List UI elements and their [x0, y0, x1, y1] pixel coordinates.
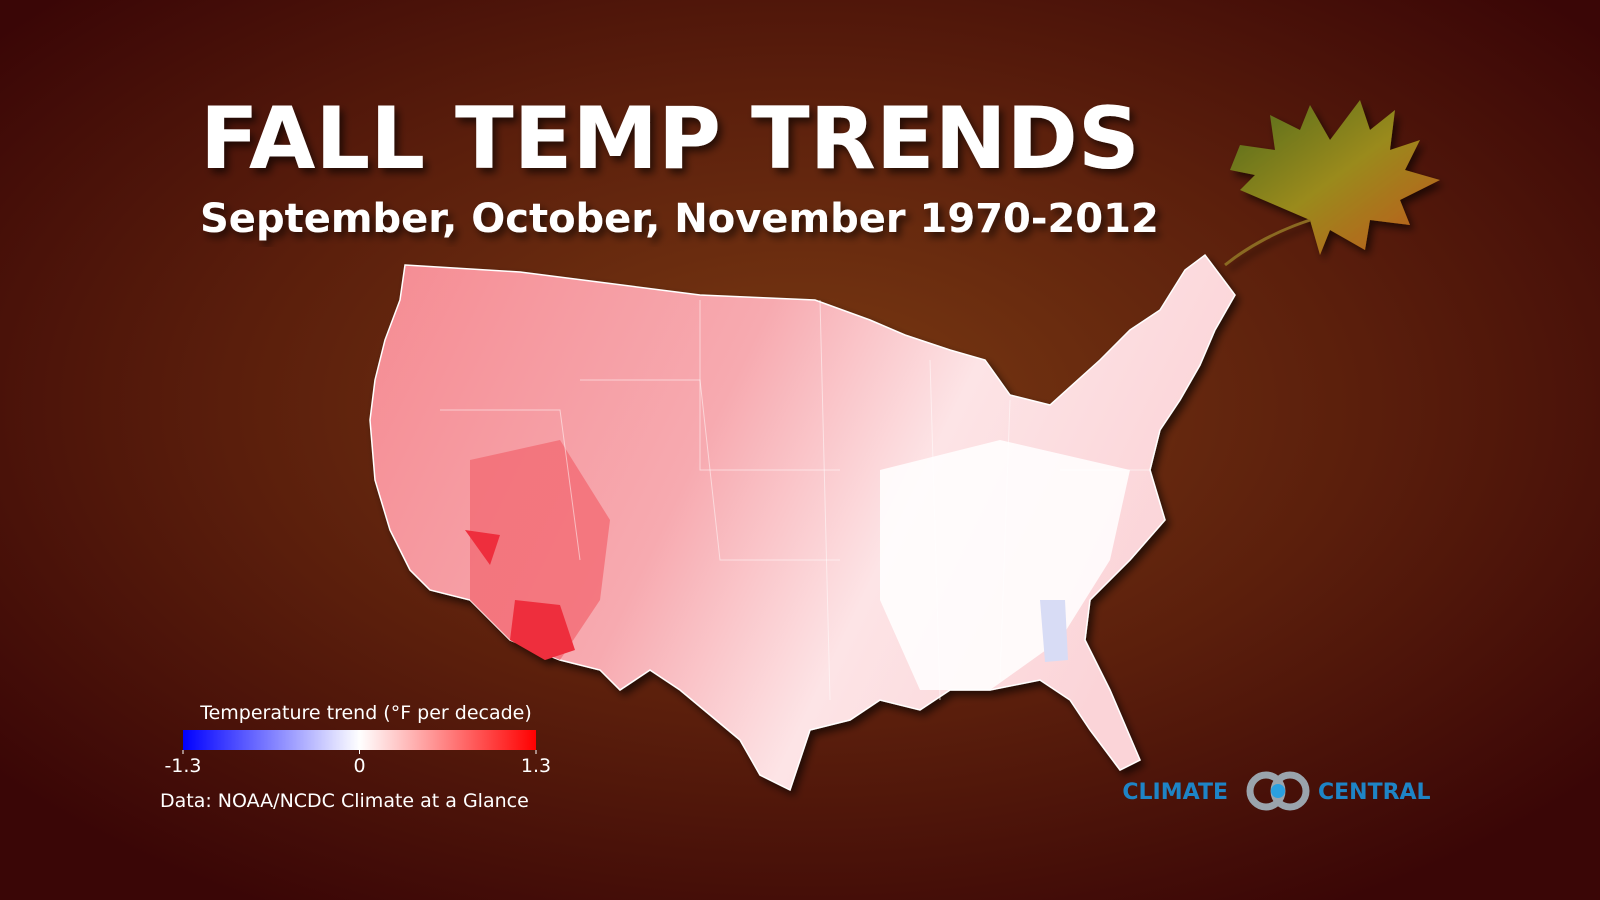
state-lines — [440, 299, 1150, 701]
title: FALL TEMP TRENDS — [200, 89, 1140, 189]
color-bar-tick-label: 0 — [353, 755, 365, 777]
logo-left: CLIMATE — [1122, 780, 1228, 805]
warm-region — [470, 440, 610, 660]
cool-spot — [1040, 600, 1068, 662]
leaf-stem — [1224, 218, 1311, 267]
subtitle: September, October, November 1970-2012 — [200, 196, 1159, 242]
color-bar-tick-label: 1.3 — [521, 755, 551, 777]
legend: Temperature trend (°F per decade) -1.3 0 1… — [164, 702, 551, 777]
leaf — [1230, 100, 1440, 255]
source: Data: NOAA/NCDC Climate at a Glance — [160, 790, 529, 812]
maple-leaf — [1224, 100, 1440, 267]
hot-spot — [465, 530, 500, 565]
color-bar-tick-label: -1.3 — [164, 755, 201, 777]
us-map — [369, 253, 1236, 792]
logo: CLIMATE CENTRAL — [1122, 771, 1431, 811]
hot-spot — [510, 600, 575, 660]
color-bar — [183, 730, 536, 750]
legend-title: Temperature trend (°F per decade) — [199, 702, 532, 724]
cool-region — [880, 440, 1130, 690]
logo-right: CENTRAL — [1318, 780, 1431, 805]
logo-dot — [1271, 784, 1285, 798]
